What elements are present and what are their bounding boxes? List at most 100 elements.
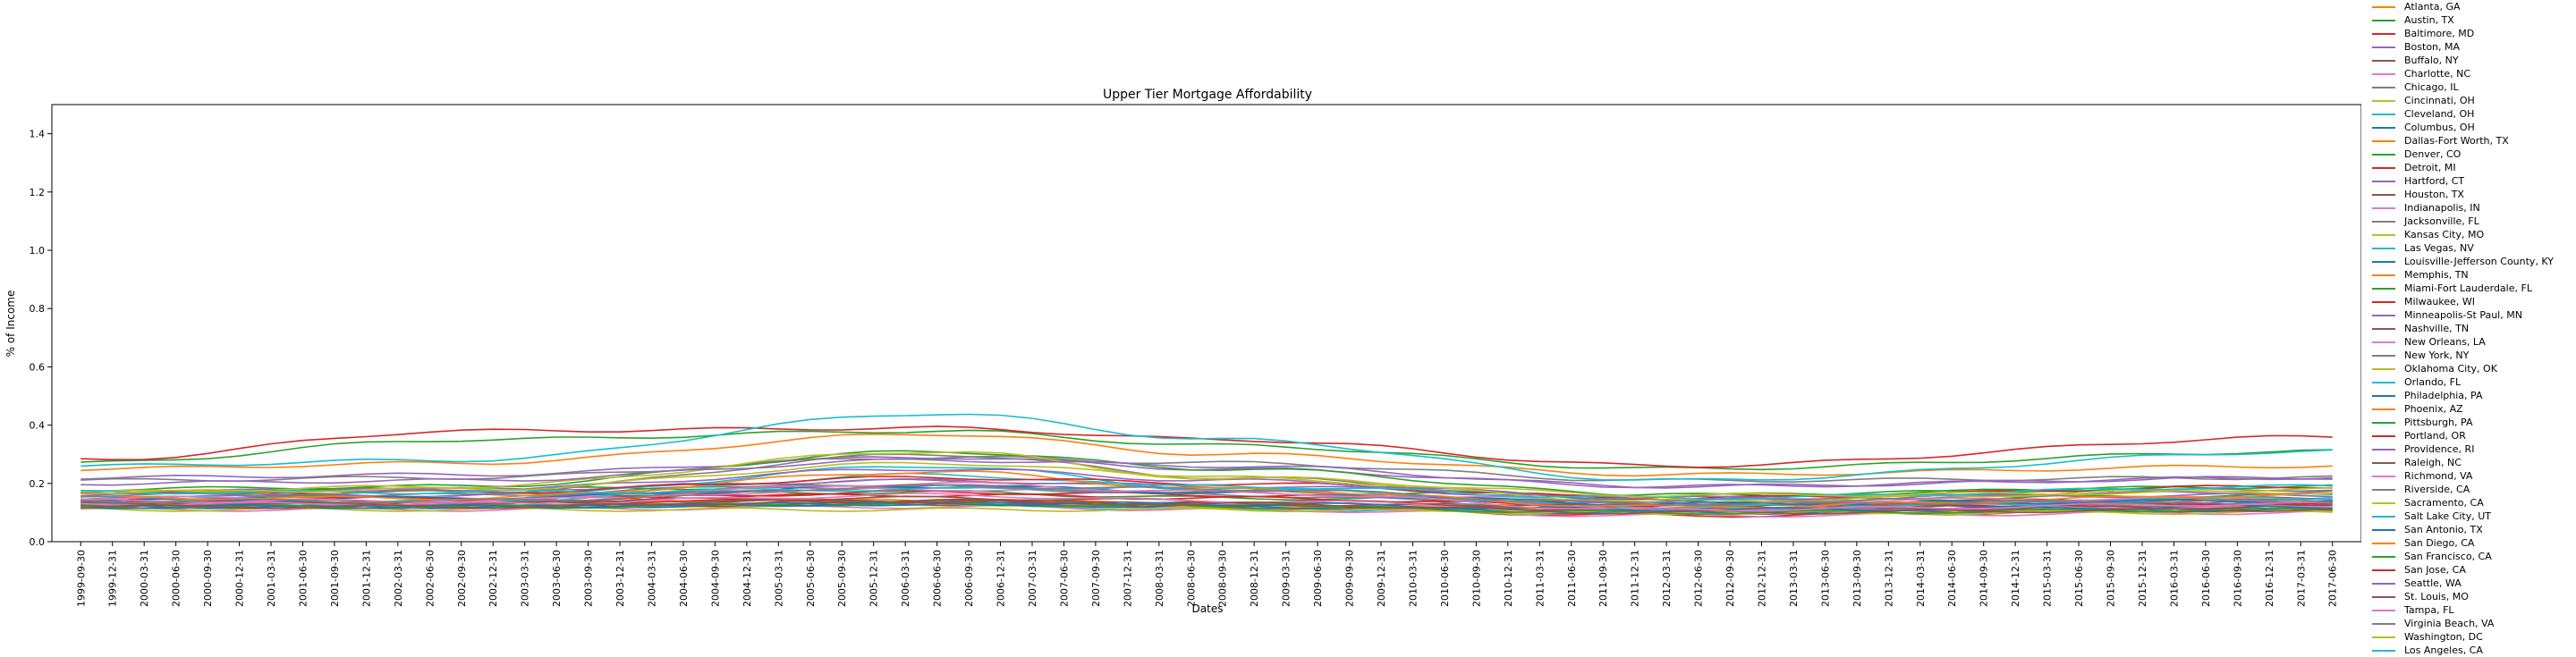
x-tick-label: 2013-09-30 (1852, 550, 1863, 607)
legend-swatch (2372, 488, 2395, 491)
y-axis-label: % of Income (4, 291, 17, 358)
series-line (80, 458, 2333, 489)
legend-item: Miami-Fort Lauderdale, FL (2372, 282, 2532, 295)
legend-label: Denver, CO (2404, 148, 2462, 160)
legend-label: Milwaukee, WI (2404, 296, 2475, 307)
x-tick-label: 2000-09-30 (202, 550, 214, 607)
x-tick-label: 2003-09-30 (583, 550, 595, 607)
legend-item: San Antonio, TX (2372, 523, 2483, 536)
legend-item: Atlanta, GA (2372, 0, 2461, 13)
series-line (80, 433, 2333, 477)
x-tick-label: 2007-03-31 (1027, 550, 1038, 607)
legend-label: Atlanta, GA (2404, 1, 2461, 13)
legend-label: Houston, TX (2404, 189, 2464, 200)
chart-title: Upper Tier Mortgage Affordability (1103, 88, 1312, 102)
x-tick-label: 1999-09-30 (75, 550, 87, 607)
x-tick-label: 2009-12-31 (1376, 550, 1387, 607)
legend-item: San Francisco, CA (2372, 550, 2492, 563)
x-tick-label: 2007-06-30 (1058, 550, 1070, 607)
x-tick-label: 2015-03-31 (2042, 550, 2054, 607)
x-tick-label: 2008-12-31 (1249, 550, 1260, 607)
legend-label: Portland, OR (2404, 430, 2466, 442)
legend: Atlanta, GA Austin, TX Baltimore, MD Boston… (2372, 0, 2576, 656)
x-tick-label: 2006-09-30 (963, 550, 975, 607)
legend-item: Sacramento, CA (2372, 496, 2484, 510)
x-tick-label: 2002-06-30 (424, 550, 436, 607)
series-line (80, 429, 2333, 471)
legend-label: Las Vegas, NV (2404, 242, 2474, 254)
legend-label: Columbus, OH (2404, 122, 2475, 133)
y-tick-label: 0.0 (30, 536, 46, 548)
legend-label: Jacksonville, FL (2404, 215, 2479, 227)
legend-item: Philadelphia, PA (2372, 389, 2482, 402)
legend-label: New Orleans, LA (2404, 336, 2486, 348)
legend-swatch (2372, 260, 2395, 263)
x-tick-label: 2012-12-31 (1756, 550, 1767, 607)
series-line (80, 484, 2333, 501)
legend-label: Louisville-Jefferson County, KY (2404, 256, 2554, 267)
x-tick-label: 2010-12-31 (1503, 550, 1514, 607)
legend-item: Houston, TX (2372, 188, 2464, 201)
x-tick-label: 2002-09-30 (456, 550, 468, 607)
x-tick-label: 2014-06-30 (1946, 550, 1958, 607)
legend-swatch (2372, 86, 2395, 88)
x-tick-label: 2011-06-30 (1566, 550, 1578, 607)
x-tick-label: 2007-09-30 (1090, 550, 1102, 607)
x-tick-label: 2015-12-31 (2137, 550, 2148, 607)
legend-label: San Francisco, CA (2404, 551, 2492, 562)
legend-swatch (2372, 501, 2395, 504)
legend-swatch (2372, 636, 2395, 638)
legend-item: Baltimore, MD (2372, 27, 2474, 40)
legend-swatch (2372, 448, 2395, 451)
legend-label: Cincinnati, OH (2404, 95, 2475, 106)
legend-label: San Antonio, TX (2404, 524, 2483, 535)
y-tick-label: 0.4 (30, 420, 46, 432)
x-tick-label: 1999-12-31 (107, 550, 119, 607)
x-tick-label: 2003-06-30 (551, 550, 563, 607)
x-tick-label: 2013-06-30 (1819, 550, 1831, 607)
legend-swatch (2372, 421, 2395, 424)
x-tick-label: 2017-06-30 (2327, 550, 2339, 607)
x-tick-label: 2013-12-31 (1883, 550, 1894, 607)
legend-swatch (2372, 153, 2395, 156)
x-tick-label: 2004-12-31 (741, 550, 753, 607)
x-tick-label: 2012-03-31 (1661, 550, 1673, 607)
legend-item: Kansas City, MO (2372, 228, 2484, 241)
x-tick-label: 2006-06-30 (932, 550, 944, 607)
legend-item: Los Angeles, CA (2372, 644, 2483, 657)
legend-swatch (2372, 341, 2395, 343)
legend-item: Richmond, VA (2372, 469, 2472, 483)
x-tick-label: 2001-03-31 (266, 550, 277, 607)
legend-item: Providence, RI (2372, 442, 2474, 456)
x-tick-label: 2010-03-31 (1407, 550, 1419, 607)
legend-item: Nashville, TN (2372, 322, 2469, 335)
x-tick-label: 2016-06-30 (2200, 550, 2212, 607)
x-tick-label: 2010-09-30 (1470, 550, 1482, 607)
legend-label: Raleigh, NC (2404, 457, 2462, 468)
series-line (80, 450, 2333, 498)
legend-item: New York, NY (2372, 349, 2469, 362)
legend-swatch (2372, 126, 2395, 129)
legend-swatch (2372, 46, 2395, 48)
x-tick-label: 2011-12-31 (1630, 550, 1641, 607)
legend-item: Virginia Beach, VA (2372, 617, 2494, 630)
legend-item: Orlando, FL (2372, 375, 2461, 389)
x-tick-label: 2009-06-30 (1312, 550, 1324, 607)
legend-label: Minneapolis-St Paul, MN (2404, 309, 2522, 321)
series-line (80, 507, 2333, 516)
legend-swatch (2372, 220, 2395, 223)
legend-label: Orlando, FL (2404, 376, 2462, 388)
x-tick-label: 2004-09-30 (709, 550, 721, 607)
legend-label: Kansas City, MO (2404, 229, 2485, 240)
series-line (80, 413, 2333, 481)
x-tick-label: 2006-12-31 (996, 550, 1007, 607)
x-tick-label: 2000-03-31 (139, 550, 150, 607)
y-tick-label: 0.2 (30, 478, 46, 490)
legend-label: Seattle, WA (2404, 577, 2462, 589)
legend-swatch (2372, 394, 2395, 397)
legend-swatch (2372, 233, 2395, 236)
legend-item: Detroit, MI (2372, 161, 2456, 174)
legend-item: Raleigh, NC (2372, 456, 2462, 469)
y-tick-label: 0.8 (30, 303, 46, 315)
legend-swatch (2372, 193, 2395, 196)
